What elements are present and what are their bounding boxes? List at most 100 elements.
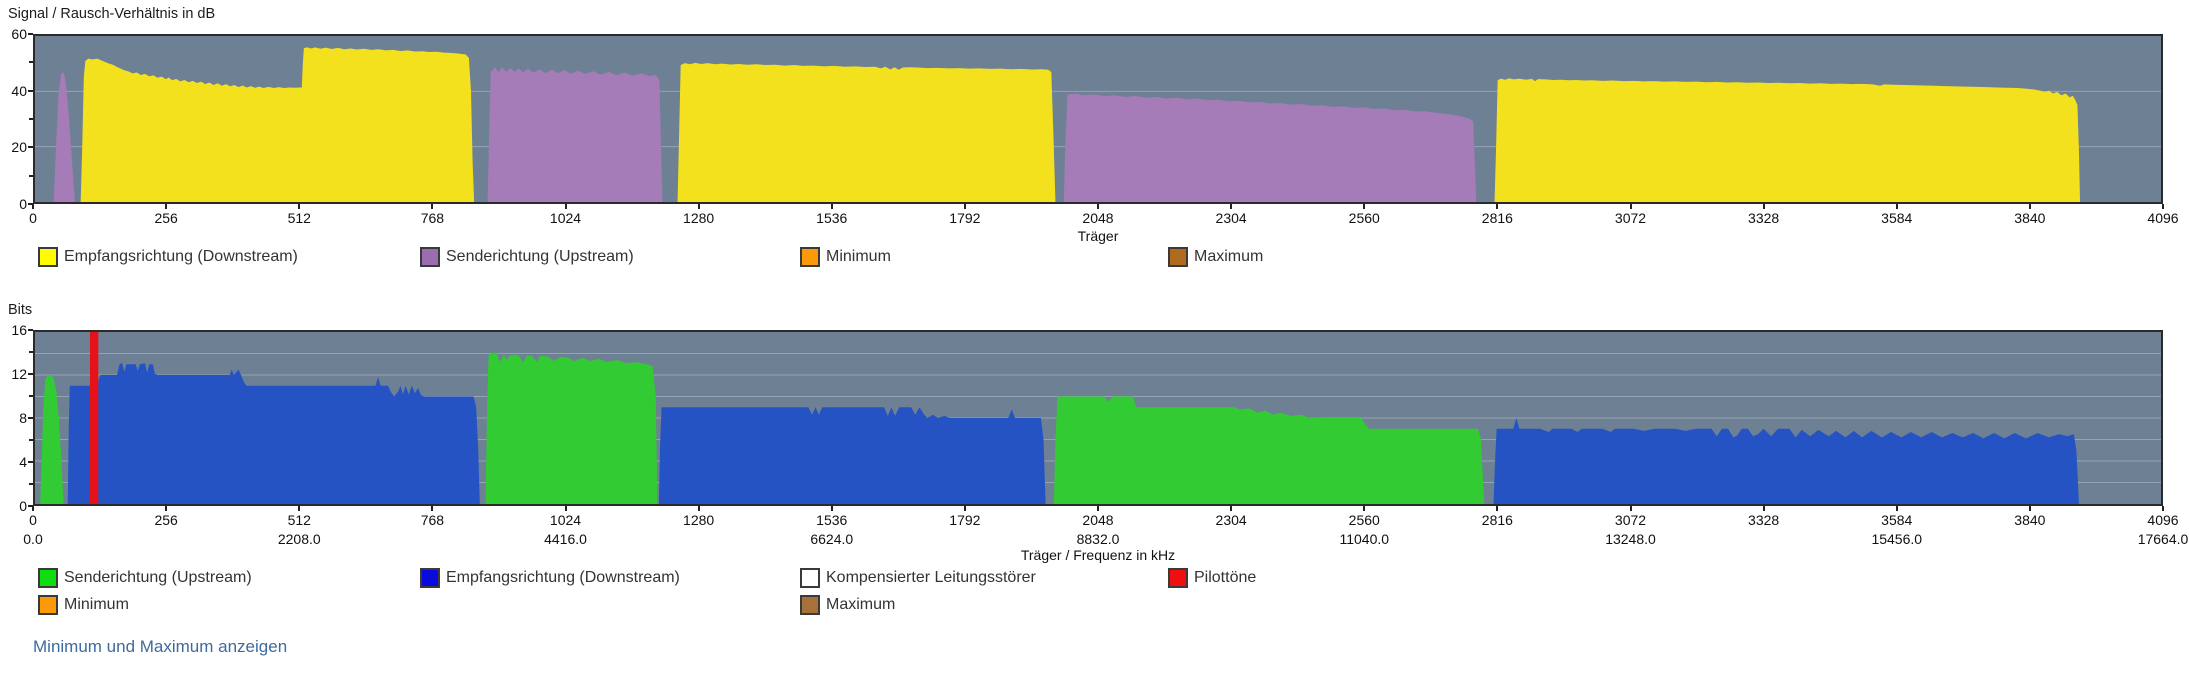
legend-label: Empfangsrichtung (Downstream)	[446, 569, 680, 586]
legend-label: Minimum	[64, 596, 129, 613]
legend-item: Minimum	[38, 594, 420, 616]
x-tick-label: 768	[420, 210, 445, 226]
series-area	[1063, 93, 1477, 202]
toggle-minmax-link[interactable]: Minimum und Maximum anzeigen	[33, 637, 288, 656]
legend-swatch-icon	[420, 568, 440, 588]
x-frequency-tick-label: 11040.0	[1339, 531, 1390, 547]
x-tick-label: 0	[29, 512, 37, 528]
x-frequency-tick-label: 13248.0	[1605, 531, 1656, 547]
x-tick-mark	[2162, 506, 2164, 511]
x-frequency-tick-label: 6624.0	[810, 531, 854, 547]
x-tick-label: 4096	[2147, 210, 2179, 226]
x-tick-mark	[697, 506, 700, 511]
x-tick-label: 2304	[1215, 512, 1247, 528]
x-tick-label: 512	[287, 210, 311, 226]
y-tick-label: 20	[11, 139, 27, 156]
legend-swatch-icon	[800, 595, 820, 615]
x-frequency-tick-label: 4416.0	[544, 531, 587, 547]
y-tick-mark	[28, 203, 33, 205]
legend-item: Minimum	[800, 246, 1168, 268]
bits-chart-legend: Senderichtung (Upstream) Empfangsrichtung…	[38, 567, 2178, 616]
legend-item: Senderichtung (Upstream)	[420, 246, 800, 268]
legend-item: Empfangsrichtung (Downstream)	[420, 567, 800, 589]
series-area	[90, 332, 99, 504]
x-tick-mark	[1097, 204, 1099, 209]
series-area	[677, 62, 1056, 202]
legend-swatch-icon	[800, 568, 820, 588]
legend-item: Maximum	[1168, 246, 2178, 268]
x-tick-mark	[32, 204, 34, 209]
legend-label: Kompensierter Leitungsstörer	[826, 569, 1036, 586]
x-tick-label: 512	[287, 512, 311, 528]
x-frequency-tick-label: 0.0	[23, 531, 43, 547]
x-frequency-tick-label: 17664.0	[2137, 531, 2189, 547]
x-tick-mark	[830, 204, 833, 209]
x-tick-label: 1024	[549, 210, 582, 226]
x-tick-label: 768	[420, 512, 445, 528]
legend-swatch-icon	[1168, 568, 1188, 588]
snr-chart-title: Signal / Rausch-Verhältnis in dB	[8, 6, 216, 22]
x-tick-mark	[165, 506, 168, 511]
series-area	[40, 375, 64, 504]
y-tick-label: 16	[11, 322, 27, 338]
x-tick-label: 4096	[2147, 512, 2179, 528]
x-tick-label: 256	[154, 512, 178, 528]
bits-x-axis-title: Träger / Frequenz in kHz	[1020, 547, 1176, 563]
series-area	[1493, 418, 2079, 504]
bits-chart-canvas	[35, 332, 2161, 504]
bits-chart-title: Bits	[8, 302, 33, 318]
legend-item: Senderichtung (Upstream)	[38, 567, 420, 589]
x-tick-label: 2816	[1481, 512, 1513, 528]
x-tick-mark	[32, 506, 34, 511]
x-tick-mark	[431, 506, 434, 511]
legend-label: Empfangsrichtung (Downstream)	[64, 248, 298, 265]
x-tick-label: 1536	[816, 210, 848, 226]
y-tick-mark	[28, 373, 33, 375]
legend-item: Maximum	[800, 594, 1168, 616]
x-tick-label: 1792	[949, 512, 981, 528]
y-tick-mark	[28, 505, 33, 507]
y-tick-mark	[28, 329, 33, 331]
y-tick-label: 8	[19, 410, 27, 426]
y-tick-label: 40	[11, 82, 27, 99]
y-tick-label: 12	[11, 366, 27, 382]
series-area	[67, 363, 480, 504]
y-minor-tick-mark	[29, 483, 33, 485]
x-tick-mark	[963, 204, 966, 209]
y-tick-label: 60	[11, 26, 27, 42]
x-tick-mark	[1629, 506, 1632, 511]
legend-swatch-icon	[38, 595, 58, 615]
x-tick-mark	[697, 204, 700, 209]
series-area	[658, 407, 1046, 504]
x-tick-label: 2048	[1082, 512, 1114, 528]
y-tick-mark	[28, 461, 33, 463]
x-tick-label: 2048	[1082, 210, 1114, 226]
y-minor-tick-mark	[29, 395, 33, 397]
x-tick-mark	[963, 506, 966, 511]
series-area	[80, 47, 475, 202]
x-tick-label: 3584	[1881, 210, 1913, 226]
y-minor-tick-mark	[29, 351, 33, 353]
x-tick-label: 2560	[1348, 210, 1380, 226]
x-tick-mark	[1496, 204, 1499, 209]
x-tick-mark	[1230, 204, 1233, 209]
series-area	[485, 352, 658, 504]
y-tick-mark	[28, 417, 33, 419]
y-tick-label: 0	[19, 196, 27, 212]
y-minor-tick-mark	[29, 174, 33, 177]
x-tick-mark	[830, 506, 833, 511]
x-tick-label: 0	[29, 210, 37, 226]
x-tick-label: 2304	[1215, 210, 1247, 226]
x-tick-mark	[2028, 506, 2031, 511]
x-tick-mark	[1230, 506, 1233, 511]
x-tick-mark	[2162, 204, 2164, 209]
series-area	[487, 66, 663, 202]
x-tick-mark	[1762, 506, 1765, 511]
y-tick-label: 0	[19, 498, 27, 514]
x-tick-mark	[1629, 204, 1632, 209]
legend-item: Kompensierter Leitungsstörer	[800, 567, 1168, 589]
x-tick-mark	[2028, 204, 2031, 209]
legend-item: Pilottöne	[1168, 567, 2178, 589]
legend-label: Maximum	[826, 596, 896, 613]
